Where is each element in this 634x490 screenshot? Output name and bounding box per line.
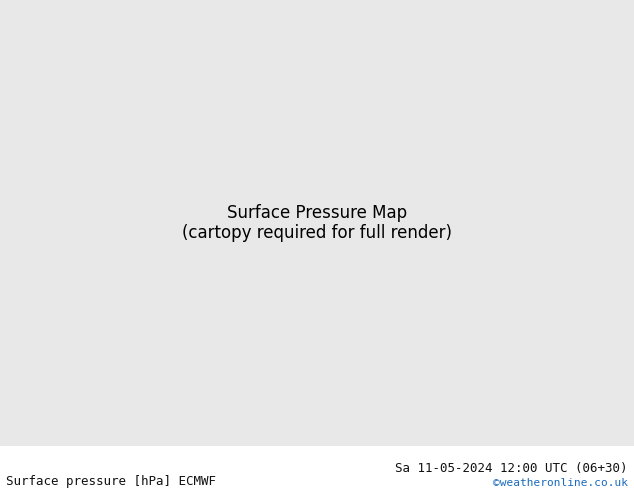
Text: Surface pressure [hPa] ECMWF: Surface pressure [hPa] ECMWF — [6, 474, 216, 488]
Text: Surface Pressure Map
(cartopy required for full render): Surface Pressure Map (cartopy required f… — [182, 203, 452, 243]
Text: ©weatheronline.co.uk: ©weatheronline.co.uk — [493, 478, 628, 488]
Text: Sa 11-05-2024 12:00 UTC (06+30): Sa 11-05-2024 12:00 UTC (06+30) — [395, 462, 628, 475]
Text: Sa 11-05-2024 12:00 UTC (06+30): Sa 11-05-2024 12:00 UTC (06+30) — [395, 462, 628, 475]
Text: ©weatheronline.co.uk: ©weatheronline.co.uk — [493, 478, 628, 488]
Text: Surface pressure [hPa] ECMWF: Surface pressure [hPa] ECMWF — [6, 474, 216, 488]
